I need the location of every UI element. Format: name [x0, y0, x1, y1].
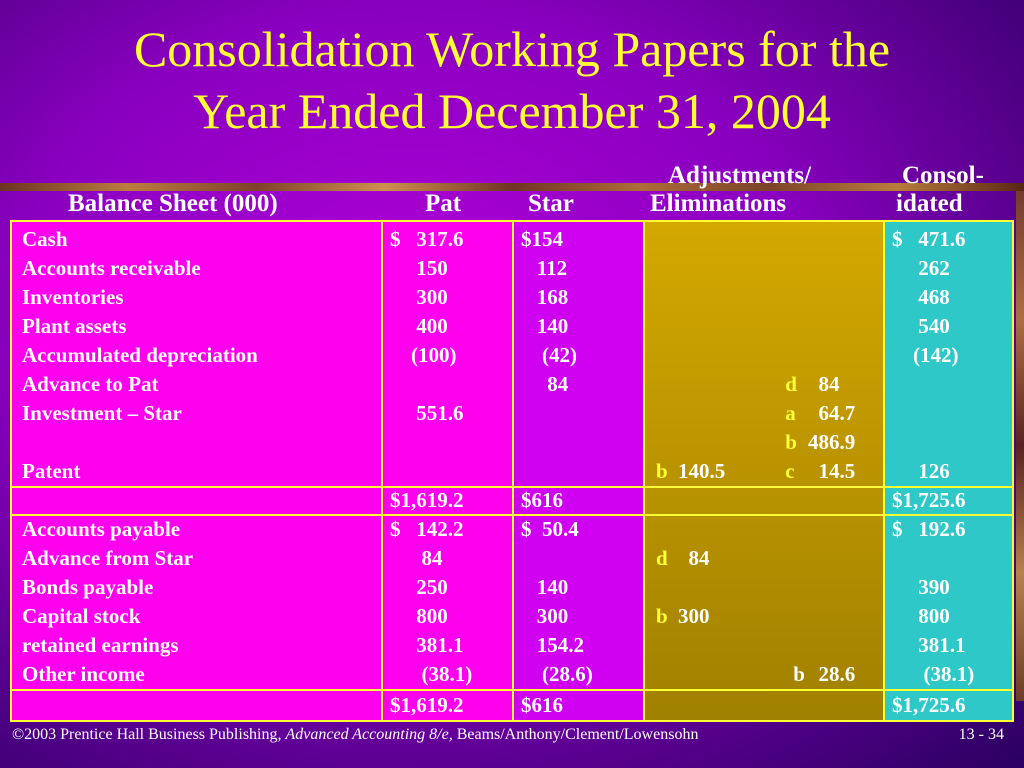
slide-title: Consolidation Working Papers for the Yea…	[0, 18, 1024, 142]
column-consolidated-bg	[884, 221, 1014, 721]
asset-debit-letters: b	[656, 459, 668, 483]
liability-debit-values: 84 300	[678, 546, 710, 628]
liability-labels: Accounts payable Advance from Star Bonds…	[22, 517, 194, 686]
col-divider-adjustments	[643, 221, 645, 721]
asset-consolidated-values: $ 471.6 262 468 540 (142) 126	[892, 227, 966, 483]
header-consol: Consol-	[902, 162, 984, 189]
footer-authors: Beams/Anthony/Clement/Lowensohn	[452, 726, 699, 743]
asset-star-values: $154 112 168 140 (42) 84	[521, 227, 577, 396]
table-right-border	[1012, 221, 1014, 721]
asset-total-star: $616	[521, 488, 563, 512]
asset-total-consolidated: $1,725.6	[892, 488, 966, 512]
liability-star-values: $ 50.4 140 300 154.2 (28.6)	[521, 517, 593, 686]
title-line-1: Consolidation Working Papers for the	[133, 21, 891, 77]
col-divider-consolidated	[883, 221, 885, 721]
column-labels-bg	[10, 221, 382, 721]
column-pat-bg	[382, 221, 513, 721]
page-number: 13 - 34	[958, 726, 1004, 743]
header-eliminations: Eliminations	[650, 190, 787, 217]
liability-total-pat: $1,619.2	[390, 693, 464, 717]
footer-book: Advanced Accounting 8/e,	[285, 726, 453, 743]
table-left-border	[10, 221, 12, 721]
footer-publisher: ©2003 Prentice Hall Business Publishing,	[12, 726, 286, 743]
liability-credit-letters: b	[793, 662, 805, 686]
col-divider-pat	[381, 221, 383, 721]
asset-credit-letters: d a b c	[785, 372, 797, 483]
header-balance-sheet: Balance Sheet (000)	[68, 190, 278, 217]
table-bottom-border	[10, 720, 1014, 722]
decorative-side-bar	[1016, 191, 1024, 701]
decorative-bar	[0, 183, 1024, 191]
asset-labels: Cash Accounts receivable Inventories Pla…	[22, 227, 258, 483]
header-pat: Pat	[425, 190, 462, 217]
asset-total-pat: $1,619.2	[390, 488, 464, 512]
asset-credit-values: 84 64.7 486.9 14.5	[808, 372, 856, 483]
liability-debit-letters: d b	[656, 546, 668, 628]
asset-pat-values: $ 317.6 150 300 400 (100) 551.6	[390, 227, 464, 425]
column-star-bg	[513, 221, 644, 721]
footer-credit: ©2003 Prentice Hall Business Publishing,…	[12, 726, 1012, 744]
liability-total-star: $616	[521, 693, 563, 717]
column-adjustments-bg	[644, 221, 884, 721]
liability-pat-values: $ 142.2 84 250 800 381.1 (38.1)	[390, 517, 473, 686]
liability-consolidated-values: $ 192.6 390 800 381.1 (38.1)	[892, 517, 975, 686]
header-adjustments: Adjustments/	[668, 162, 812, 189]
asset-debit-values: 140.5	[678, 459, 726, 483]
col-divider-star	[512, 221, 514, 721]
liability-credit-values: 28.6	[818, 662, 856, 686]
header-idated: idated	[896, 190, 963, 217]
header-star: Star	[528, 190, 574, 217]
title-line-2: Year Ended December 31, 2004	[193, 83, 831, 139]
liability-total-consolidated: $1,725.6	[892, 693, 966, 717]
